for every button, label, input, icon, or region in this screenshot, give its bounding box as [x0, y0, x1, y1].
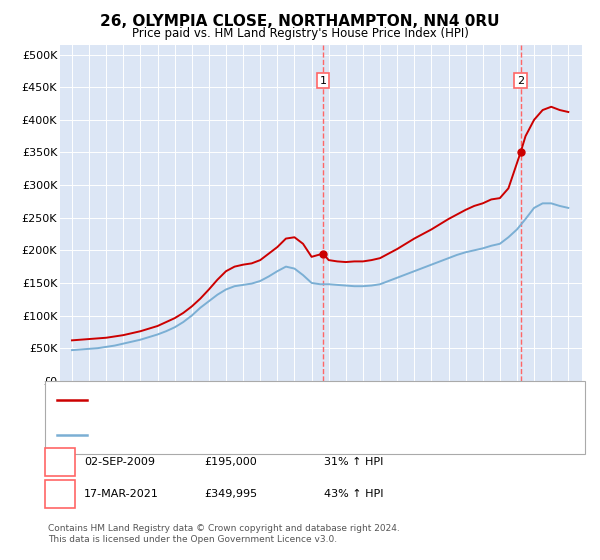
- Text: Contains HM Land Registry data © Crown copyright and database right 2024.
This d: Contains HM Land Registry data © Crown c…: [48, 524, 400, 544]
- Text: 2: 2: [56, 487, 64, 501]
- Text: 1: 1: [56, 455, 64, 469]
- Text: 17-MAR-2021: 17-MAR-2021: [84, 489, 159, 499]
- Text: 2: 2: [517, 76, 524, 86]
- Text: 1: 1: [320, 76, 326, 86]
- Text: £195,000: £195,000: [204, 457, 257, 467]
- Text: £349,995: £349,995: [204, 489, 257, 499]
- Text: 26, OLYMPIA CLOSE, NORTHAMPTON, NN4 0RU (semi-detached house): 26, OLYMPIA CLOSE, NORTHAMPTON, NN4 0RU …: [93, 395, 443, 405]
- Text: 43% ↑ HPI: 43% ↑ HPI: [324, 489, 383, 499]
- Text: 31% ↑ HPI: 31% ↑ HPI: [324, 457, 383, 467]
- Text: 02-SEP-2009: 02-SEP-2009: [84, 457, 155, 467]
- Text: 26, OLYMPIA CLOSE, NORTHAMPTON, NN4 0RU: 26, OLYMPIA CLOSE, NORTHAMPTON, NN4 0RU: [100, 14, 500, 29]
- Text: Price paid vs. HM Land Registry's House Price Index (HPI): Price paid vs. HM Land Registry's House …: [131, 27, 469, 40]
- Text: HPI: Average price, semi-detached house, West Northamptonshire: HPI: Average price, semi-detached house,…: [93, 430, 423, 440]
